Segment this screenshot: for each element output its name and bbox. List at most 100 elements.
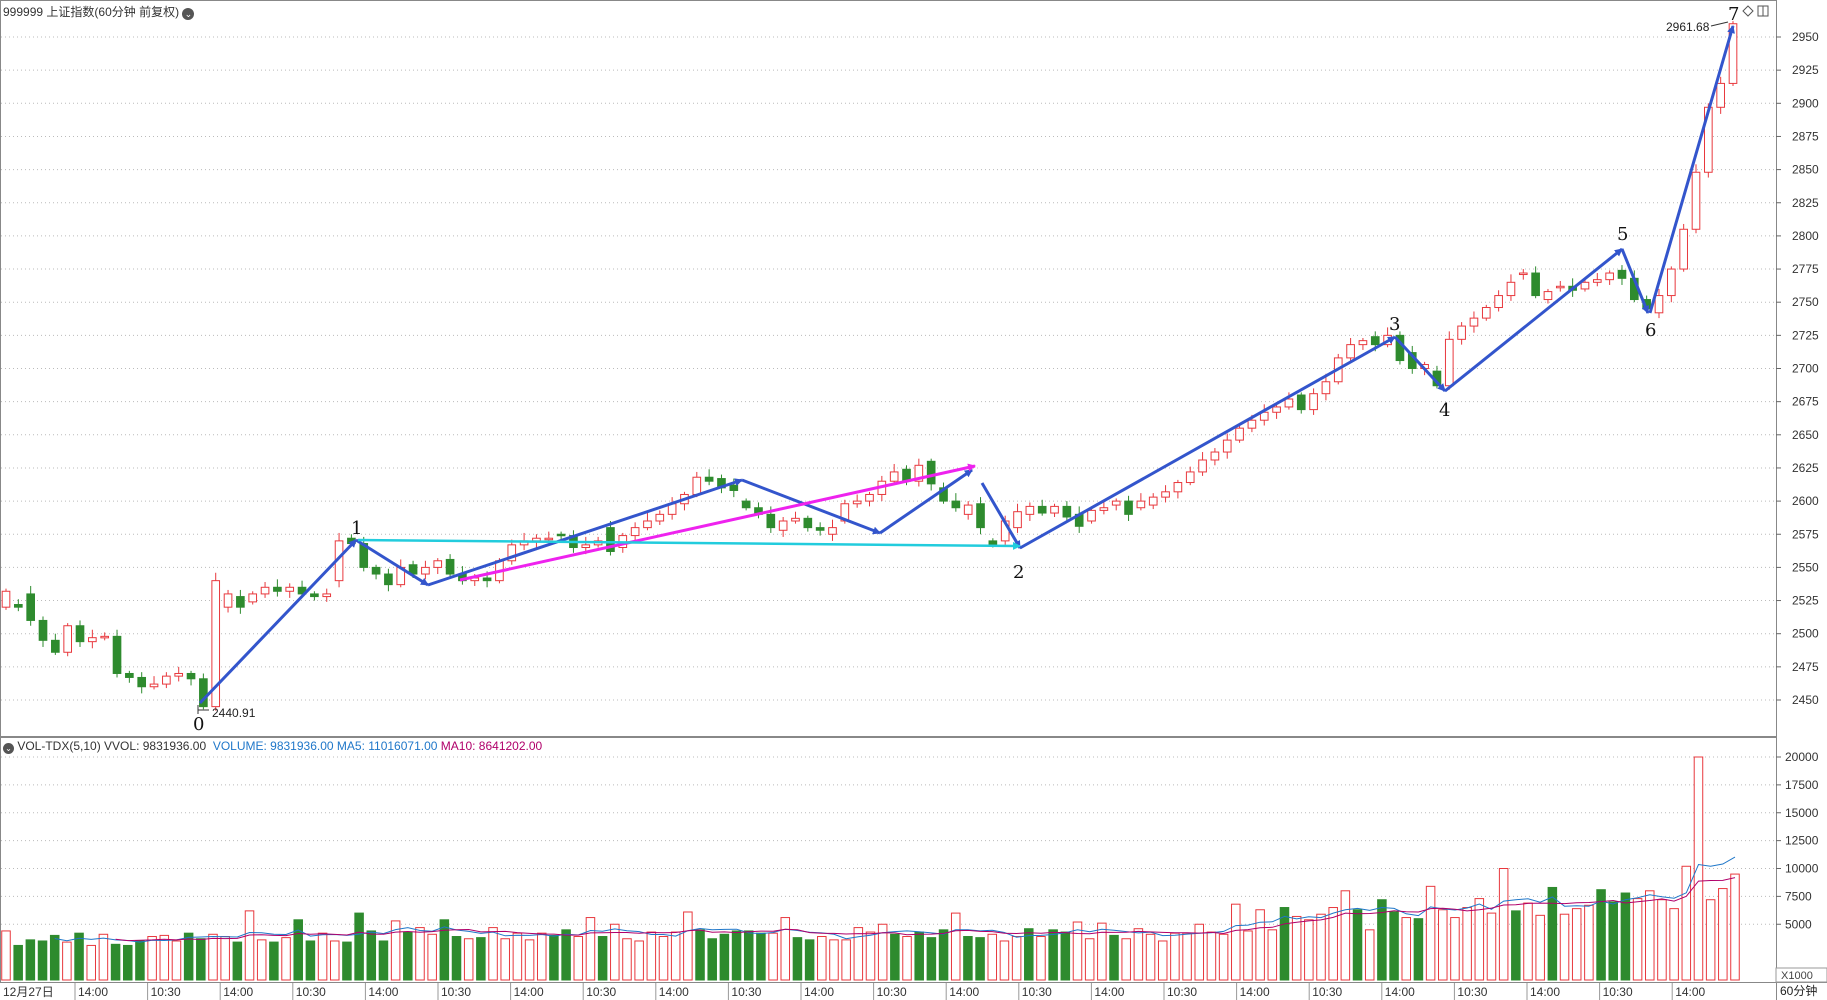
candle xyxy=(1235,425,1244,443)
volume-bar xyxy=(987,933,998,981)
volume-bar xyxy=(610,923,620,981)
volume-bar xyxy=(707,938,717,981)
candle xyxy=(137,672,147,694)
volume-bar xyxy=(938,929,949,981)
ma10-line xyxy=(115,877,1736,942)
price-tick-label: 2925 xyxy=(1792,63,1819,77)
candle xyxy=(125,670,134,683)
volume-bar xyxy=(1669,908,1679,981)
volume-tick-label: 10000 xyxy=(1785,862,1819,876)
volume-bar xyxy=(597,936,608,981)
time-tick-label: 10:30 xyxy=(1312,985,1342,999)
symbol-name: 上证指数 xyxy=(46,5,95,19)
time-tick-label: 14:00 xyxy=(368,985,398,999)
wave-arrow xyxy=(879,468,973,535)
time-tick-label: 10:30 xyxy=(296,985,326,999)
volume-bar xyxy=(1011,936,1022,981)
price-tick-label: 2825 xyxy=(1792,196,1819,210)
time-tick-label: 14:00 xyxy=(1530,985,1560,999)
chevron-down-icon[interactable]: ⌄ xyxy=(3,743,14,754)
volume-bar xyxy=(1584,904,1594,981)
volume-bar xyxy=(1401,917,1412,981)
volume-bar xyxy=(244,910,255,981)
volume-bar xyxy=(1693,756,1704,981)
volume-bar xyxy=(1364,929,1375,981)
price-tick-label: 2700 xyxy=(1792,362,1819,376)
candle xyxy=(1555,280,1565,292)
volume-bar xyxy=(1620,892,1631,981)
candle xyxy=(1469,311,1479,333)
volume-bar xyxy=(1267,929,1278,981)
diamond-icon[interactable] xyxy=(1742,5,1754,17)
volume-bar xyxy=(1,930,11,981)
wave-arrows xyxy=(198,25,1735,705)
volume-bar xyxy=(1535,914,1545,981)
wave-label: 2 xyxy=(1013,562,1024,583)
volume-bar xyxy=(1060,931,1071,981)
volume-bar xyxy=(792,937,803,981)
volume-bar xyxy=(1206,931,1217,981)
volume-bar xyxy=(999,940,1010,981)
ma5-value: MA5: 11016071.00 xyxy=(336,739,438,753)
price-panel[interactable] xyxy=(0,0,1777,737)
volume-bar xyxy=(220,936,230,981)
volume-bar xyxy=(1632,898,1643,981)
volume-bar xyxy=(877,923,888,981)
volume-bar xyxy=(122,944,133,981)
volume-unit-label: X1000 xyxy=(1781,970,1813,982)
volume-bar xyxy=(646,931,657,981)
time-tick-label: 10:30 xyxy=(731,985,761,999)
volume-bar xyxy=(634,940,644,981)
time-tick-label: 14:00 xyxy=(514,985,544,999)
candle xyxy=(1161,485,1170,503)
candle xyxy=(100,632,110,641)
candle xyxy=(75,620,85,647)
volume-bar xyxy=(1279,907,1290,981)
candle xyxy=(371,564,381,580)
volume-bar xyxy=(476,937,486,981)
volume-bar xyxy=(1291,915,1302,981)
candle xyxy=(1543,288,1553,304)
volume-bars xyxy=(1,756,1740,981)
volume-panel[interactable] xyxy=(0,737,1777,983)
price-tick-label: 2750 xyxy=(1792,295,1819,309)
volume-bar xyxy=(853,927,864,981)
volume-bar xyxy=(1730,873,1740,981)
candle xyxy=(88,629,97,649)
volume-axis: 5000 7500 10000 12500 15000 17500 20000 xyxy=(1776,750,1819,931)
candle xyxy=(1062,501,1072,523)
wave-arrow xyxy=(1620,248,1650,314)
panel-toggle-icon[interactable] xyxy=(1757,5,1769,17)
volume-bar xyxy=(305,940,316,981)
volume-bar xyxy=(829,939,839,981)
time-tick-label: 10:30 xyxy=(1167,985,1197,999)
volume-bar xyxy=(159,934,170,981)
volume-bar xyxy=(1194,923,1205,981)
volume-tick-label: 12500 xyxy=(1785,834,1819,848)
volume-bar xyxy=(427,933,437,981)
volume-bar xyxy=(488,927,498,981)
candle xyxy=(1531,266,1540,299)
volume-bar xyxy=(1608,901,1619,981)
period-mode: (60分钟 前复权) xyxy=(94,5,180,19)
volume-bar xyxy=(950,912,961,981)
wave-arrow xyxy=(980,482,1022,549)
candle xyxy=(174,666,184,682)
candle xyxy=(1321,373,1331,401)
volume-bar xyxy=(1413,918,1424,981)
volume-bar xyxy=(390,920,401,981)
volume-bar xyxy=(780,917,791,981)
chevron-down-icon[interactable]: ⌄ xyxy=(182,8,195,20)
time-tick-label: 12月27日 xyxy=(3,985,54,999)
volume-bar xyxy=(524,939,535,981)
price-tick-label: 2525 xyxy=(1792,594,1819,608)
candle xyxy=(1506,274,1516,301)
candle xyxy=(51,633,60,655)
candle xyxy=(815,522,825,536)
candle xyxy=(1679,223,1688,272)
volume-bar xyxy=(293,919,303,981)
price-tick-label: 2850 xyxy=(1792,163,1819,177)
volume-bar xyxy=(196,938,206,981)
candle xyxy=(1654,288,1664,319)
